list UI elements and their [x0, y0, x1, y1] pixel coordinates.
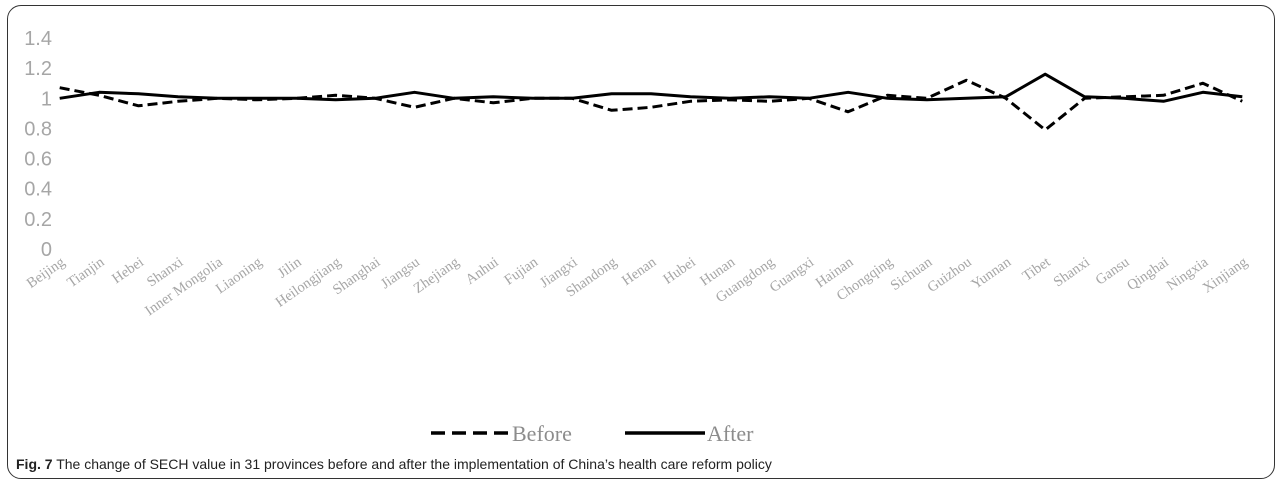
x-tick-label: Fujian	[501, 254, 541, 289]
data-point-before	[492, 102, 494, 104]
data-point-after	[138, 93, 140, 95]
x-tick-label: Shanxi	[1051, 254, 1093, 290]
caption-label: Fig. 7	[16, 456, 53, 472]
data-point-before	[1044, 129, 1046, 131]
data-point-before	[335, 94, 337, 96]
data-point-after	[295, 97, 297, 99]
y-tick-label: 0.2	[24, 209, 52, 231]
data-point-after	[1005, 96, 1007, 98]
caption-text: The change of SECH value in 31 provinces…	[52, 456, 772, 472]
x-tick-label: Tibet	[1020, 254, 1054, 284]
x-tick-label: Tianjin	[64, 254, 108, 291]
data-point-before	[847, 111, 849, 113]
series-line-after	[59, 72, 1243, 103]
x-tick-label: Guizhou	[925, 254, 975, 296]
data-point-after	[965, 97, 967, 99]
figure-caption: Fig. 7 The change of SECH value in 31 pr…	[16, 456, 1266, 472]
data-point-before	[177, 100, 179, 102]
y-tick-label: 1	[41, 88, 52, 110]
x-tick-label: Guangxi	[767, 254, 817, 296]
data-point-before	[1241, 100, 1243, 102]
data-point-after	[1084, 96, 1086, 98]
data-point-after	[413, 91, 415, 93]
data-point-after	[650, 93, 652, 95]
x-tick-label: Zhejiang	[411, 254, 462, 297]
legend: Before After	[431, 421, 754, 446]
y-axis: 0 0.2 0.4 0.6 0.8 1 1.2 1.4	[24, 28, 52, 261]
data-point-before	[59, 87, 61, 89]
series-line-before	[59, 78, 1243, 132]
x-tick-label: Anhui	[463, 254, 502, 288]
data-point-after	[335, 99, 337, 101]
data-point-after	[571, 97, 573, 99]
data-point-before	[650, 106, 652, 108]
series-group	[59, 72, 1243, 132]
y-tick-label: 0.4	[24, 179, 52, 201]
data-point-after	[847, 91, 849, 93]
data-point-after	[532, 97, 534, 99]
data-point-after	[768, 96, 770, 98]
data-point-before	[98, 94, 100, 96]
y-tick-label: 0.8	[24, 118, 52, 140]
data-point-after	[1241, 96, 1243, 98]
data-point-after	[1202, 91, 1204, 93]
data-point-before	[138, 105, 140, 107]
y-tick-label: 1.2	[24, 58, 52, 80]
legend-label-after: After	[707, 421, 754, 446]
data-point-before	[1162, 94, 1164, 96]
data-point-after	[1123, 97, 1125, 99]
data-point-after	[492, 96, 494, 98]
legend-label-before: Before	[512, 421, 572, 446]
data-point-after	[177, 96, 179, 98]
x-tick-label: Henan	[619, 254, 660, 289]
x-tick-label: Hebei	[109, 254, 147, 287]
data-point-after	[611, 93, 613, 95]
data-point-after	[689, 96, 691, 98]
data-point-before	[611, 109, 613, 111]
x-tick-label: Hubei	[661, 254, 699, 287]
data-point-after	[453, 97, 455, 99]
x-tick-label: Qinghai	[1124, 254, 1171, 294]
data-point-after	[808, 97, 810, 99]
x-tick-label: Xinjiang	[1200, 254, 1251, 296]
data-point-after	[59, 97, 61, 99]
data-point-after	[256, 97, 258, 99]
data-point-after	[216, 97, 218, 99]
data-point-before	[887, 94, 889, 96]
data-point-after	[729, 97, 731, 99]
x-tick-label: Yunnan	[969, 254, 1015, 293]
data-point-before	[965, 79, 967, 81]
y-tick-label: 0.6	[24, 149, 52, 171]
data-point-before	[1202, 82, 1204, 84]
data-point-before	[413, 106, 415, 108]
y-tick-label: 0	[41, 239, 52, 261]
data-point-before	[768, 100, 770, 102]
y-tick-label: 1.4	[24, 28, 52, 50]
data-point-after	[98, 91, 100, 93]
data-point-after	[1044, 73, 1046, 75]
data-point-after	[887, 97, 889, 99]
data-point-after	[374, 97, 376, 99]
data-point-after	[1162, 100, 1164, 102]
data-point-after	[926, 99, 928, 101]
data-point-before	[689, 100, 691, 102]
